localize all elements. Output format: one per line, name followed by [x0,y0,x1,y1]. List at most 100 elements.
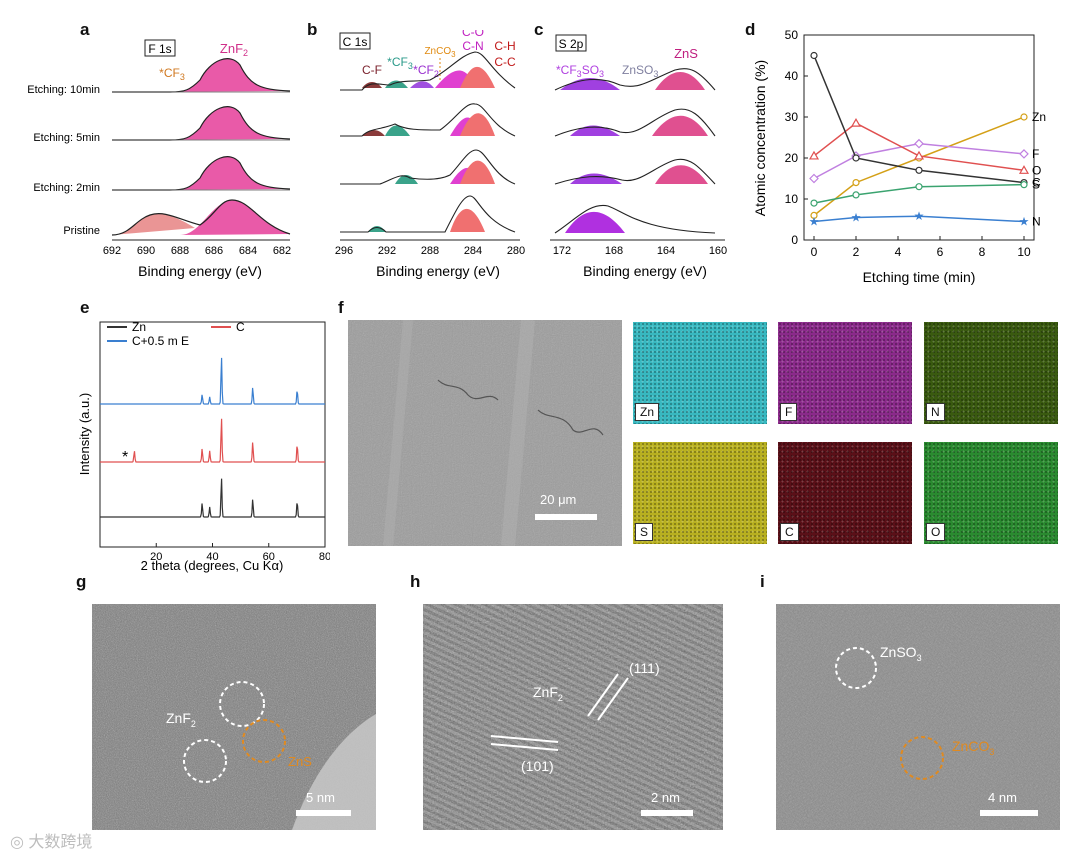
xps-c-row-10min [554,68,716,91]
watermark: ◎ 大数跨境 [10,834,93,851]
xrd-xtick-label: 40 [206,551,218,563]
xps-s2p-panel: S 2p *CF3SO3 ZnSO3 ZnS 172 168 164 160 B… [550,34,727,279]
d-point-F [914,138,924,149]
xrd-chart: Zn C C+0.5 m E 20 40 60 80 * Intensity (a.u.)… [77,320,330,573]
d-point-S [852,191,860,199]
eds-map-label: Zn [635,403,660,421]
znco3-label: ZnCO3 [424,46,456,59]
panel-label-h: h [410,572,421,591]
d-series-line-S [813,183,1025,204]
d-series-line-N [813,215,1025,223]
xps-b-row-pristine [340,195,516,233]
cf2-b-label: *CF2 [413,63,439,79]
d-point-F [1019,149,1029,159]
xps-a-row-2min [112,156,291,191]
row-label-10min: Etching: 10min [27,84,100,96]
xrd-xtick-label: 60 [263,551,275,563]
d-point-N: ★ [851,210,862,224]
panel-label-g: g [76,572,87,591]
tem-g-scale: 5 nm [306,790,335,805]
xps-b-row-2min [340,149,516,185]
d-xtick-label: 0 [811,245,818,259]
xps-a-row-10min [112,58,291,93]
eds-map-O: O [924,442,1058,544]
svg-text:172: 172 [553,245,571,257]
d-point-Zn [810,211,818,219]
row-label-2min: Etching: 2min [33,182,100,194]
d-xtick-label: 2 [853,245,860,259]
svg-text:284: 284 [464,245,482,257]
d-point-Zn [1020,113,1028,121]
d-series-label-Zn: Zn [1032,110,1046,124]
e-ylabel: Intensity (a.u.) [77,393,92,475]
d-point-N: ★ [914,209,925,223]
zns-label: ZnS [674,46,698,61]
panel-label-i: i [760,572,765,591]
svg-text:692: 692 [103,245,121,257]
eds-map-S: S [633,442,767,544]
panel-label-a: a [80,20,90,39]
plot-frame [803,34,1035,241]
eds-map-label: S [635,523,654,541]
tem-h-plane-111: (111) [629,660,660,676]
xps-b-ticks: 296 292 288 284 280 [335,245,525,257]
xrd-frame [99,321,326,548]
d-xtick-label: 10 [1017,245,1031,259]
xps-c-row-5min [554,108,716,137]
d-point-O [1018,165,1030,174]
xps-a-row-5min [112,106,291,141]
cf3so3-label: *CF3SO3 [556,63,604,79]
xps-b-row-5min [340,103,516,137]
svg-text:160: 160 [709,245,727,257]
d-point-C [915,166,923,174]
d-point-F [809,173,819,184]
d-point-N: ★ [1019,215,1030,229]
tem-image-g: ZnF2 ZnS 5 nm [92,604,376,830]
xps-a-xlabel: Binding energy (eV) [138,263,262,279]
svg-text:296: 296 [335,245,353,257]
xrd-xtick-label: 20 [150,551,162,563]
tem-h-plane-101: (101) [521,758,554,774]
d-point-S [1020,181,1028,189]
row-label-5min: Etching: 5min [33,132,100,144]
svg-text:684: 684 [239,245,257,257]
xrd-series-C [100,418,325,463]
svg-text:690: 690 [137,245,155,257]
xrd-series-Zn [100,478,325,518]
svg-text:682: 682 [273,245,291,257]
svg-text:292: 292 [378,245,396,257]
d-ytick-label: 20 [785,151,799,165]
d-ylabel: Atomic concentration (%) [752,60,768,216]
svg-text:168: 168 [605,245,623,257]
eds-map-C: C [778,442,912,544]
xrd-xtick-label: 80 [319,551,330,563]
ch-label: C-H [494,39,515,53]
d-ytick-label: 50 [785,28,799,42]
co-label: C-O [462,30,484,39]
xps-b-row-10min [340,51,516,91]
d-series-line-F [813,142,1025,180]
d-series-label-O: O [1032,163,1041,177]
d-xlabel: Etching time (min) [863,269,976,285]
cf3-label: *CF3 [159,66,185,82]
f1s-label: F 1s [148,42,171,56]
panel-label-d: d [745,20,756,39]
d-point-C [810,51,818,60]
panel-label-e: e [80,298,90,317]
tem-image-h: ZnF2 (111) (101) 2 nm [423,604,723,830]
sem-image: 20 μm [348,320,622,546]
eds-map-N: N [924,322,1058,424]
xps-a-ticks: 692 690 688 686 684 682 [103,245,291,257]
d-ytick-label: 40 [785,69,799,83]
xrd-star-annotation: * [122,449,128,466]
eds-map-label: O [926,523,946,541]
eds-map-Zn: Zn [633,322,767,424]
d-point-S [810,199,818,207]
d-point-N: ★ [809,215,820,229]
eds-map-label: C [780,523,799,541]
xps-f1s-panel: F 1s ZnF2 *CF3 Etching: 10min Etching: 5… [27,39,291,279]
watermark-logo-icon: ◎ [10,834,24,851]
row-label-pristine: Pristine [63,225,100,237]
svg-text:688: 688 [171,245,189,257]
